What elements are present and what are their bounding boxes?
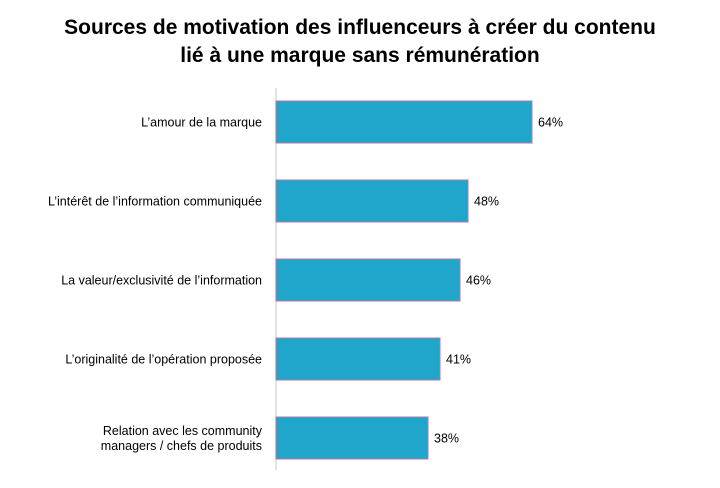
category-label-3: L’originalité de l’opération proposée <box>65 353 262 367</box>
bar-0 <box>275 100 533 144</box>
value-label-3: 41% <box>446 353 471 367</box>
bar-3 <box>275 337 441 381</box>
category-label-0: L’amour de la marque <box>141 116 262 130</box>
chart-title-line-2: lié à une marque sans rémunération <box>180 44 540 67</box>
bar-4 <box>275 416 429 460</box>
value-label-1: 48% <box>474 195 499 209</box>
category-label-4: Relation avec les community managers / ch… <box>101 424 263 453</box>
chart-title: Sources de motivation des influenceurs à… <box>0 14 720 70</box>
value-label-0: 64% <box>538 116 563 130</box>
category-label-2: La valeur/exclusivité de l’information <box>61 274 262 288</box>
category-label-1: L’intérêt de l’information communiquée <box>48 195 262 209</box>
value-label-4: 38% <box>434 432 459 446</box>
bar-2 <box>275 258 461 302</box>
chart-title-line-1: Sources de motivation des influenceurs à… <box>64 16 656 39</box>
value-label-2: 46% <box>466 274 491 288</box>
bar-1 <box>275 179 469 223</box>
